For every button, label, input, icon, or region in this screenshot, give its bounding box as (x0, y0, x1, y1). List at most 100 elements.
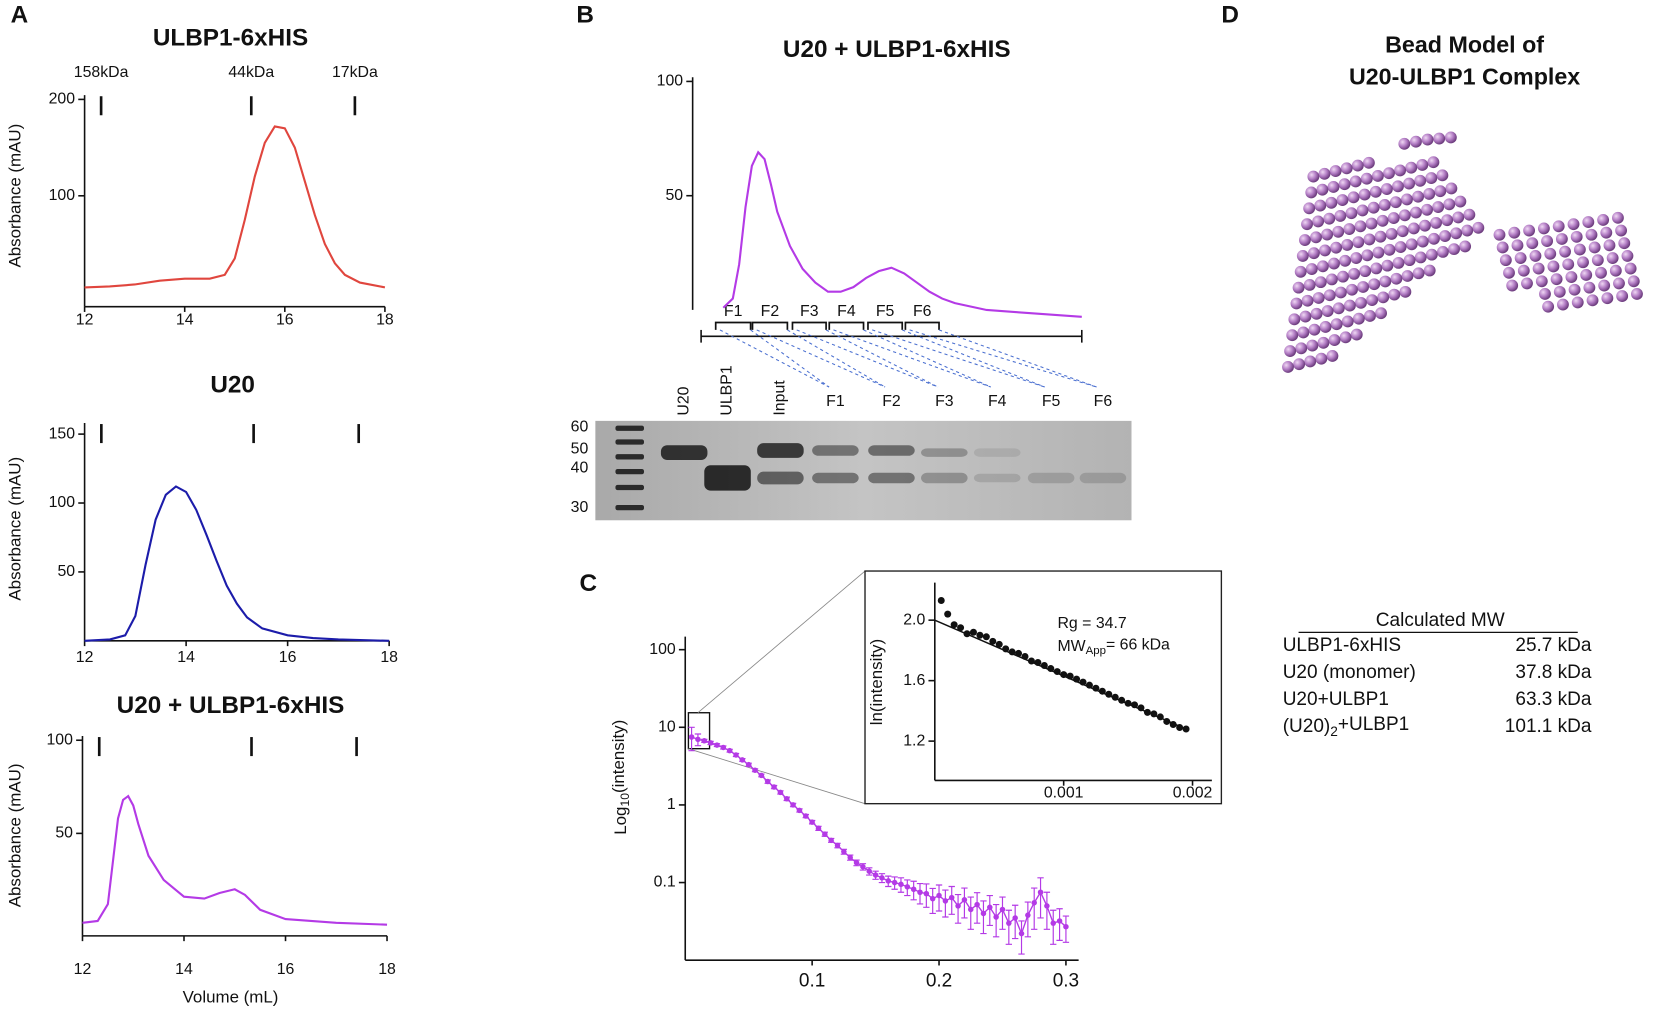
point (898, 881, 904, 888)
point (809, 819, 815, 825)
fraction-link (750, 329, 830, 388)
bead (1452, 211, 1465, 224)
bead (1297, 326, 1310, 339)
bead (1334, 210, 1347, 222)
bead (1432, 201, 1445, 213)
bead (1383, 167, 1395, 180)
bead (1392, 256, 1405, 269)
gel: 60 50 40 30 U20 ULBP1 Input F1 F2 F3 F4 F5 F6 (571, 329, 1132, 521)
bead (1503, 266, 1515, 279)
zoom-line (697, 570, 866, 714)
point (803, 813, 809, 819)
bead (1423, 188, 1436, 200)
bead (1326, 350, 1339, 362)
bead (1359, 265, 1372, 278)
point (1105, 690, 1113, 698)
y-tick-label: 100 (46, 731, 73, 748)
annotation-sub: App (1086, 645, 1106, 657)
bead (1301, 218, 1313, 231)
table-cell: (U20)2+ULBP1 (1283, 714, 1410, 738)
ladder-band (615, 484, 644, 491)
chart-title: U20 (210, 371, 255, 398)
point (1034, 658, 1042, 666)
bead (1380, 183, 1393, 195)
bead (1306, 339, 1319, 352)
bead (1305, 263, 1318, 275)
bead (1327, 181, 1340, 193)
gel-band (1079, 472, 1127, 484)
bead (1303, 202, 1316, 215)
bead (1541, 235, 1554, 248)
bead (1305, 186, 1318, 199)
point (963, 630, 971, 638)
table-cell: 25.7 kDa (1515, 635, 1592, 656)
bead (1583, 281, 1596, 294)
annotation: MWApp= 66 kDa (1057, 637, 1170, 657)
point (942, 898, 949, 904)
annotation-part: MW (1057, 638, 1085, 655)
gel-band (1027, 472, 1075, 484)
bead (1615, 224, 1628, 237)
bead (1421, 133, 1434, 146)
mw-label: 60 (571, 418, 589, 435)
annotation: Rg = 34.7 (1057, 615, 1126, 632)
bead (1366, 294, 1378, 307)
bead (1571, 296, 1584, 309)
gel-band (757, 443, 804, 458)
table-cell-part: (U20) (1283, 716, 1331, 737)
bead (1323, 212, 1336, 225)
bead (1410, 206, 1422, 219)
point (929, 895, 936, 902)
bead (1388, 288, 1401, 301)
fraction-bracket (791, 321, 827, 330)
bead (1591, 254, 1604, 267)
bead (1444, 131, 1457, 144)
gel-band (921, 472, 968, 484)
point (1098, 687, 1106, 695)
point (834, 842, 841, 849)
bead (1319, 244, 1331, 257)
point (999, 906, 1006, 913)
point (885, 878, 892, 884)
lane-label: F4 (988, 393, 1007, 410)
table-cell: U20 (monomer) (1283, 662, 1416, 683)
fraction-link (938, 329, 1097, 388)
point (701, 738, 708, 744)
error-bar (1018, 920, 1025, 955)
bead (1356, 204, 1369, 217)
point (695, 736, 701, 743)
bead (1321, 305, 1334, 318)
bead (1330, 318, 1343, 331)
gel-band (704, 465, 751, 491)
point (720, 744, 727, 751)
point (752, 767, 758, 773)
curve (84, 485, 390, 642)
error-bar (948, 885, 955, 915)
bead (1325, 273, 1338, 286)
panel-label: A (11, 1, 29, 28)
point (1176, 724, 1184, 731)
bead (1371, 170, 1384, 182)
bead (1412, 267, 1425, 280)
bead (1539, 288, 1551, 300)
chart: U20 + ULBP1-6xHIS 50 100 12 14 16 18 Absorbance… (5, 692, 396, 1007)
bead (1361, 249, 1374, 262)
point (987, 904, 993, 911)
point (1047, 665, 1055, 673)
bead (1586, 294, 1599, 307)
bead (1601, 292, 1614, 305)
bead (1585, 228, 1598, 241)
bead (1597, 214, 1610, 226)
bead (1514, 252, 1527, 264)
y-axis-label-part: (intensity) (610, 720, 629, 793)
bead (1427, 156, 1440, 169)
error-bar (980, 900, 987, 935)
bead (1441, 214, 1454, 227)
lane-label: ULBP1 (719, 365, 736, 415)
bead (1293, 358, 1306, 371)
bead (1341, 315, 1354, 328)
bead (1557, 298, 1569, 311)
bead (1357, 281, 1370, 293)
y-tick-label: 100 (49, 187, 76, 204)
